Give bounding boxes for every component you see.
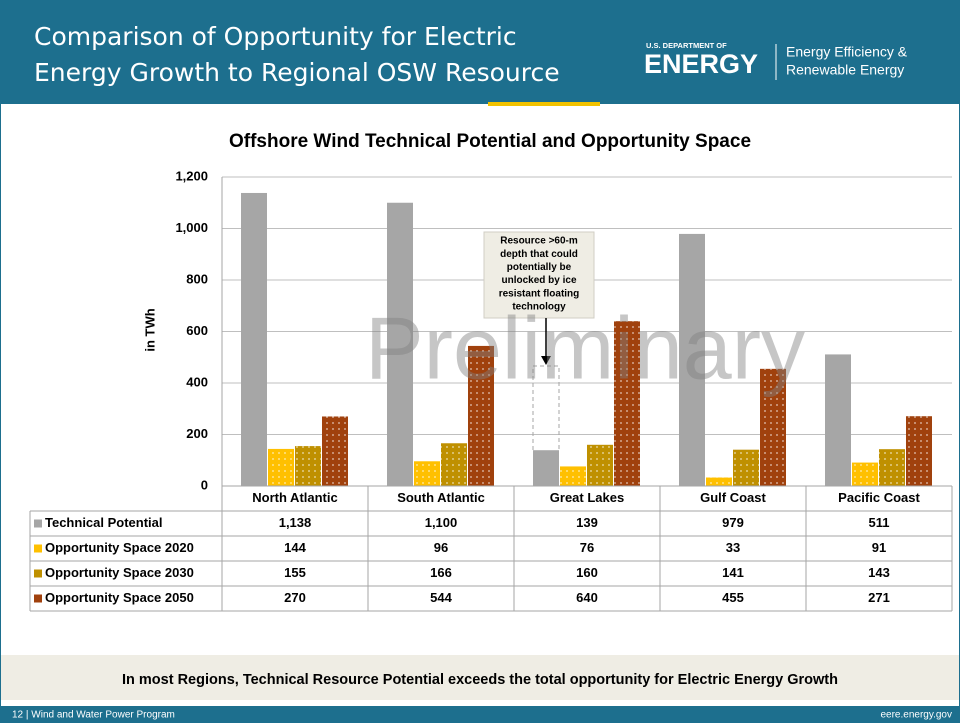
bar-texture	[468, 345, 494, 486]
bar-texture	[268, 448, 294, 486]
slide-title: Comparison of Opportunity for Electric	[34, 22, 517, 51]
bar	[825, 354, 851, 486]
bar-texture	[441, 443, 467, 486]
table-cell: 96	[434, 540, 448, 555]
table-cell: 139	[576, 515, 598, 530]
bar-texture	[760, 368, 786, 486]
y-tick-label: 400	[186, 374, 208, 389]
table-cell: 511	[869, 515, 890, 530]
table-cell: 76	[580, 540, 594, 555]
annotation-text: technology	[512, 302, 566, 313]
bar-texture	[733, 449, 759, 486]
bar-texture	[295, 446, 321, 486]
x-tick-label: Pacific Coast	[838, 490, 920, 505]
message-band	[0, 655, 960, 700]
table-cell: 1,100	[425, 515, 458, 530]
y-tick-label: 0	[201, 477, 208, 492]
chart-title: Offshore Wind Technical Potential and Op…	[229, 131, 751, 152]
table-cell: 155	[284, 565, 306, 580]
legend-label: Technical Potential	[45, 515, 163, 530]
annotation-arrowhead	[541, 356, 551, 365]
table-cell: 979	[722, 515, 744, 530]
x-tick-label: South Atlantic	[397, 490, 485, 505]
logo-small: U.S. DEPARTMENT OF	[646, 41, 727, 50]
x-tick-label: Gulf Coast	[700, 490, 766, 505]
bar-texture	[906, 416, 932, 486]
y-tick-label: 1,200	[175, 168, 208, 183]
table-cell: 270	[284, 590, 306, 605]
legend-swatch	[34, 569, 42, 578]
annotation-text: Resource >60-m	[500, 236, 578, 247]
bar	[679, 233, 705, 486]
logo-big: ENERGY	[644, 49, 758, 79]
logo-text: Renewable Energy	[786, 62, 904, 78]
table-cell: 141	[722, 565, 744, 580]
bar-texture	[560, 466, 586, 486]
slide-title: Energy Growth to Regional OSW Resource	[34, 58, 560, 87]
annotation-text: potentially be	[507, 262, 572, 273]
bar-texture	[587, 444, 613, 486]
annotation-box	[483, 231, 595, 319]
bar-texture	[614, 321, 640, 486]
y-tick-label: 1,000	[175, 220, 208, 235]
y-tick-label: 200	[186, 426, 208, 441]
header-band	[0, 0, 960, 104]
watermark: Preliminary	[365, 298, 805, 397]
x-tick-label: Great Lakes	[550, 490, 624, 505]
annotation-text: resistant floating	[499, 288, 580, 299]
table-cell: 455	[722, 590, 744, 605]
bar	[241, 192, 267, 486]
table-cell: 544	[430, 590, 452, 605]
footer-band	[0, 706, 960, 723]
legend-swatch	[34, 519, 42, 528]
footer-left: 12 | Wind and Water Power Program	[12, 710, 175, 721]
legend-swatch	[34, 594, 42, 603]
table-cell: 143	[868, 565, 890, 580]
legend-label: Opportunity Space 2050	[45, 590, 194, 605]
y-tick-label: 800	[186, 271, 208, 286]
bar-texture	[322, 416, 348, 486]
table-cell: 91	[872, 540, 886, 555]
table-cell: 271	[868, 590, 890, 605]
bar	[533, 450, 559, 486]
table-cell: 144	[284, 540, 306, 555]
table-cell: 640	[576, 590, 598, 605]
logo-text: Energy Efficiency &	[786, 44, 908, 60]
y-tick-label: 600	[186, 323, 208, 338]
annotation-text: depth that could	[500, 249, 578, 260]
table-cell: 33	[726, 540, 740, 555]
legend-swatch	[34, 544, 42, 553]
legend-label: Opportunity Space 2020	[45, 540, 194, 555]
bar-texture	[414, 461, 440, 486]
legend-label: Opportunity Space 2030	[45, 565, 194, 580]
table-cell: 166	[430, 565, 452, 580]
y-axis-label: in TWh	[142, 308, 157, 351]
x-tick-label: North Atlantic	[252, 490, 337, 505]
bar-texture	[706, 477, 732, 486]
bar	[387, 202, 413, 486]
header-accent	[488, 102, 600, 106]
plot: 0 200 400 600 800 1,000 1,200 Resource >60-m dep…	[29, 168, 953, 612]
bar-texture	[879, 449, 905, 486]
table-cell: 1,138	[279, 515, 312, 530]
bar-texture	[852, 462, 878, 486]
annotation-text: unlocked by ice	[501, 275, 576, 286]
table-cell: 160	[576, 565, 598, 580]
footer-right: eere.energy.gov	[880, 710, 952, 721]
message: In most Regions, Technical Resource Pote…	[122, 672, 838, 688]
